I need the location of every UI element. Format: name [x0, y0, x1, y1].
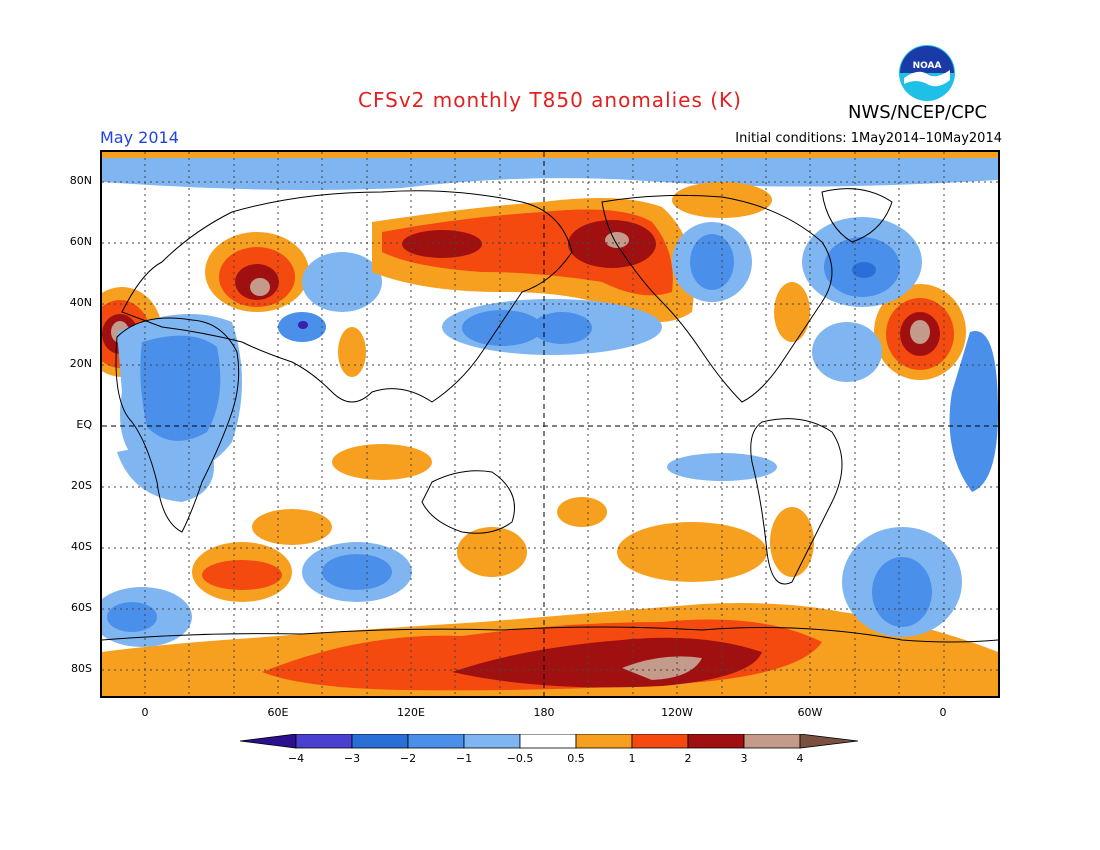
lon-label-0-right: 0	[939, 706, 947, 719]
lat-label-eq: EQ	[76, 418, 92, 431]
australia-coast	[421, 470, 515, 534]
antarctica-coast	[102, 626, 998, 643]
lon-label-180: 180	[533, 706, 555, 719]
colorbar-swatch-8	[687, 734, 745, 749]
colorbar-label-minus05: −0.5	[506, 752, 534, 765]
lat-label-40s: 40S	[71, 540, 92, 553]
antarctic-warm-strong	[452, 637, 762, 688]
south-america-coast	[750, 418, 843, 585]
initial-conditions-label: Initial conditions: 1May2014–10May2014	[735, 131, 1002, 146]
colorbar-label-minus2: −2	[399, 752, 417, 765]
anomaly-map	[100, 150, 1000, 698]
africa-coast	[115, 317, 240, 533]
colorbar-label-minus1: −1	[455, 752, 473, 765]
equator-dateline	[102, 152, 998, 696]
argentina-warm	[770, 507, 814, 577]
south-pacific-warm-2	[617, 522, 767, 582]
east-pacific-cold	[667, 453, 777, 481]
southern-ocean-cold-left-mid	[107, 602, 157, 632]
colorbar-swatch-3	[407, 734, 465, 749]
greenland-coast	[821, 188, 893, 243]
north-america-coast	[601, 194, 833, 403]
north-pacific-cold-mid-2	[532, 312, 592, 344]
colorbar-label-minus4: −4	[287, 752, 305, 765]
india-warm	[338, 327, 366, 377]
colorbar-swatch-1	[295, 734, 353, 749]
lon-label-0-left: 0	[141, 706, 149, 719]
south-atlantic-cold-east-mid	[872, 557, 932, 627]
coastlines	[102, 188, 998, 643]
lat-label-60s: 60S	[71, 601, 92, 614]
alaska-warm-extreme	[605, 232, 629, 248]
lat-label-20s: 20S	[71, 479, 92, 492]
indian-ocean-warm-2	[252, 509, 332, 545]
north-atlantic-cold-strong	[852, 262, 876, 278]
colorbar-label-3: 3	[740, 752, 748, 765]
lat-label-60n: 60N	[69, 235, 92, 248]
graticule	[102, 152, 998, 696]
east-siberia-warm-strong	[402, 230, 482, 258]
colorbar-label-minus3: −3	[343, 752, 361, 765]
colorbar-swatch-5	[519, 734, 577, 749]
colorbar-arrow-right	[799, 734, 859, 749]
west-atlantic-cold	[812, 322, 882, 382]
arctic-warm-strip	[102, 152, 998, 158]
north-america-cold-mid	[690, 234, 734, 290]
south-indian-warm-mid	[202, 560, 282, 590]
colorbar-label-05: 0.5	[567, 752, 585, 765]
colorbar-swatch-4	[463, 734, 521, 749]
agency-label: NWS/NCEP/CPC	[848, 102, 988, 123]
west-russia-warm-extreme	[250, 278, 270, 296]
colorbar-label-4: 4	[796, 752, 804, 765]
lon-label-120e: 120E	[397, 706, 425, 719]
east-atlantic-cold	[949, 331, 998, 492]
south-atlantic-cold	[117, 447, 214, 502]
indian-ocean-warm-1	[332, 444, 432, 480]
colorbar-swatch-9	[743, 734, 801, 749]
iberia-warm-right-extreme	[910, 320, 930, 344]
central-asia-cold	[302, 252, 382, 312]
lat-label-40n: 40N	[69, 296, 92, 309]
colorbar-swatch-6	[575, 734, 633, 749]
colorbar-swatch-7	[631, 734, 689, 749]
arctic-cold-band	[102, 152, 998, 190]
logo-text: NOAA	[913, 61, 942, 71]
lon-label-60w: 60W	[797, 706, 823, 719]
lat-label-80n: 80N	[69, 174, 92, 187]
us-east-warm	[774, 282, 810, 342]
tibet-cold-core	[298, 321, 308, 329]
lon-label-60e: 60E	[267, 706, 289, 719]
colorbar-arrow-left	[240, 734, 297, 749]
australia-south-warm	[457, 527, 527, 577]
colorbar-swatch-2	[351, 734, 409, 749]
eurasia-coast	[121, 190, 573, 403]
lat-label-20n: 20N	[69, 357, 92, 370]
north-pacific-cold-mid-1	[462, 310, 542, 346]
lat-label-80s: 80S	[71, 662, 92, 675]
south-indian-cold-mid	[322, 554, 392, 590]
colorbar-label-2: 2	[684, 752, 692, 765]
south-pacific-warm-1	[557, 497, 607, 527]
colorbar-label-1: 1	[628, 752, 636, 765]
lon-label-120w: 120W	[661, 706, 693, 719]
africa-cold-mid	[140, 335, 221, 441]
anomaly-field	[102, 152, 998, 696]
antarctic-warm-extreme	[622, 656, 702, 680]
noaa-logo: NOAA	[899, 45, 955, 101]
colorbar	[240, 734, 859, 749]
month-label: May 2014	[100, 128, 179, 147]
chart-title: CFSv2 monthly T850 anomalies (K)	[358, 88, 742, 112]
